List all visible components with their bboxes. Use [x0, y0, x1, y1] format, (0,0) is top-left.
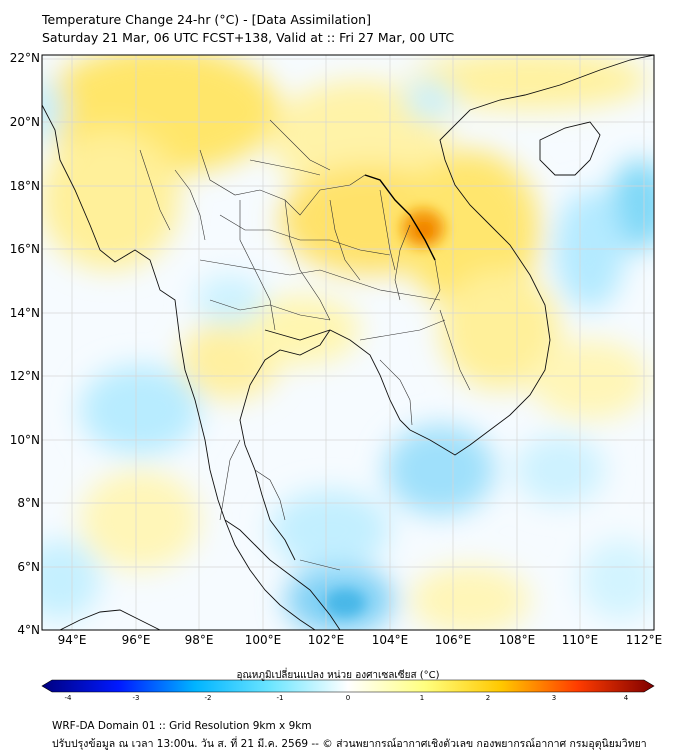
lon-label: 100°E	[244, 633, 282, 647]
lon-label: 94°E	[57, 633, 87, 647]
mekong-border	[364, 174, 436, 261]
lat-label: 18°N	[9, 179, 40, 193]
plot-frame	[41, 54, 655, 631]
colorbar-tick: -2	[204, 694, 212, 702]
colorbar-tick: 4	[623, 694, 629, 702]
map-title: Temperature Change 24-hr (°C) - [Data As…	[42, 12, 371, 27]
graticule	[42, 55, 654, 630]
colorbar-tick: 2	[485, 694, 491, 702]
lat-label: 6°N	[17, 560, 40, 574]
coastlines	[42, 55, 654, 630]
province-borders	[139, 119, 471, 571]
lon-label: 102°E	[307, 633, 345, 647]
lat-label: 14°N	[9, 306, 40, 320]
map-subtitle: Saturday 21 Mar, 06 UTC FCST+138, Valid …	[42, 30, 455, 45]
lon-label: 112°E	[625, 633, 663, 647]
lat-label: 22°N	[9, 51, 40, 65]
lat-label: 20°N	[9, 115, 40, 129]
lon-label: 98°E	[184, 633, 214, 647]
footer-domain-info: WRF-DA Domain 01 :: Grid Resolution 9km …	[52, 720, 312, 732]
colorbar-tick: -4	[64, 694, 72, 702]
lat-label: 10°N	[9, 433, 40, 447]
lon-label: 110°E	[561, 633, 599, 647]
lat-label: 4°N	[17, 623, 40, 637]
lat-label: 12°N	[9, 369, 40, 383]
lat-label: 8°N	[17, 496, 40, 510]
lon-label: 96°E	[121, 633, 151, 647]
colorbar	[41, 679, 655, 693]
colorbar-tick: 1	[419, 694, 425, 702]
lat-label: 16°N	[9, 242, 40, 256]
lon-label: 108°E	[498, 633, 536, 647]
lon-label: 104°E	[371, 633, 409, 647]
lon-label: 106°E	[434, 633, 472, 647]
colorbar-tick: -1	[276, 694, 284, 702]
temperature-field	[42, 55, 654, 630]
colorbar-tick: 3	[551, 694, 557, 702]
footer-update-info: ปรับปรุงข้อมูล ณ เวลา 13:00น. วัน ส. ที่…	[52, 738, 647, 750]
colorbar-title: อุณหภูมิเปลี่ยนแปลง หน่วย องศาเซลเซียส (…	[236, 670, 440, 681]
colorbar-tick: 0	[345, 694, 351, 702]
colorbar-tick: -3	[132, 694, 140, 702]
